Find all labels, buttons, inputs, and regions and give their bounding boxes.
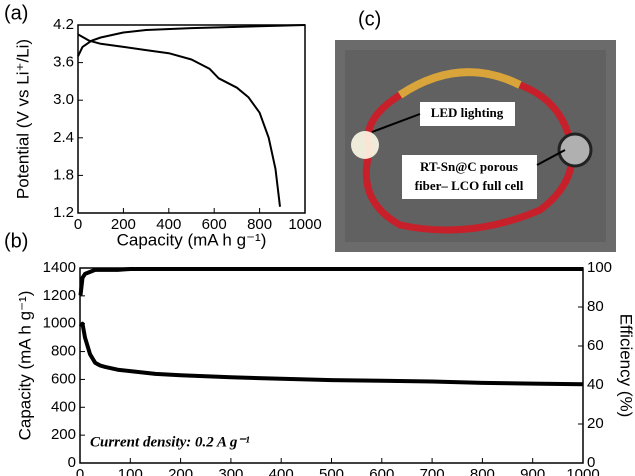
annotation: Current density: 0.2 A g⁻¹	[90, 434, 250, 450]
photo-annotation: fiber– LCO full cell	[415, 178, 524, 193]
y-tick-label: 3.6	[53, 54, 74, 71]
y-tick-label: 1200	[43, 287, 76, 304]
panel-label: (c)	[358, 8, 381, 30]
x-tick-label: 0	[74, 216, 82, 233]
x-tick-label: 200	[168, 466, 193, 476]
x-tick-label: 800	[470, 466, 495, 476]
series-line	[81, 269, 584, 295]
x-tick-label: 400	[269, 466, 294, 476]
y2-tick-label: 20	[587, 415, 604, 432]
figure: (c) LED lighting RT-Sn@C porous fiber– L…	[0, 0, 635, 476]
y2-tick-label: 0	[587, 454, 595, 471]
photo-annotation: LED lighting	[431, 105, 504, 120]
series-line	[78, 25, 305, 56]
y-tick-label: 1400	[43, 259, 76, 276]
panel-label: (a)	[4, 2, 28, 24]
x-tick-label: 100	[118, 466, 143, 476]
y-tick-label: 1.2	[53, 204, 74, 221]
photo: (c) LED lighting RT-Sn@C porous fiber– L…	[335, 8, 616, 252]
x-tick-label: 900	[520, 466, 545, 476]
x-tick-label: 300	[218, 466, 243, 476]
series-line	[78, 34, 280, 206]
y-tick-label: 1000	[43, 315, 76, 332]
y-tick-label: 4.2	[53, 16, 74, 33]
x-tick-label: 600	[369, 466, 394, 476]
y-tick-label: 1.8	[53, 166, 74, 183]
y2-tick-label: 80	[587, 298, 604, 315]
y-tick-label: 200	[51, 426, 76, 443]
plot-frame	[78, 25, 305, 213]
x-axis-label: Capacity (mA h g⁻¹)	[117, 230, 267, 249]
photo-annotation: RT-Sn@C porous	[420, 159, 518, 174]
y2-tick-label: 60	[587, 337, 604, 354]
y2-tick-label: 40	[587, 376, 604, 393]
y-tick-label: 800	[51, 343, 76, 360]
x-tick-label: 1000	[288, 216, 321, 233]
y2-axis-label: Efficiency (%)	[617, 314, 635, 418]
y-axis-label: Capacity (mA h g⁻¹)	[15, 291, 34, 441]
y-tick-label: 600	[51, 370, 76, 387]
x-tick-label: 700	[420, 466, 445, 476]
y-tick-label: 3.0	[53, 91, 74, 108]
led-light	[351, 131, 379, 159]
y-tick-label: 0	[68, 454, 76, 471]
y-tick-label: 2.4	[53, 129, 74, 146]
page: (c) LED lighting RT-Sn@C porous fiber– L…	[0, 0, 635, 476]
y2-tick-label: 100	[587, 259, 612, 276]
x-tick-label: 0	[76, 466, 84, 476]
y-tick-label: 400	[51, 398, 76, 415]
series-line	[81, 324, 584, 385]
y-axis-label: Potential (V vs Li⁺/Li)	[13, 39, 32, 199]
panel-label: (b)	[4, 230, 28, 252]
x-tick-label: 500	[319, 466, 344, 476]
